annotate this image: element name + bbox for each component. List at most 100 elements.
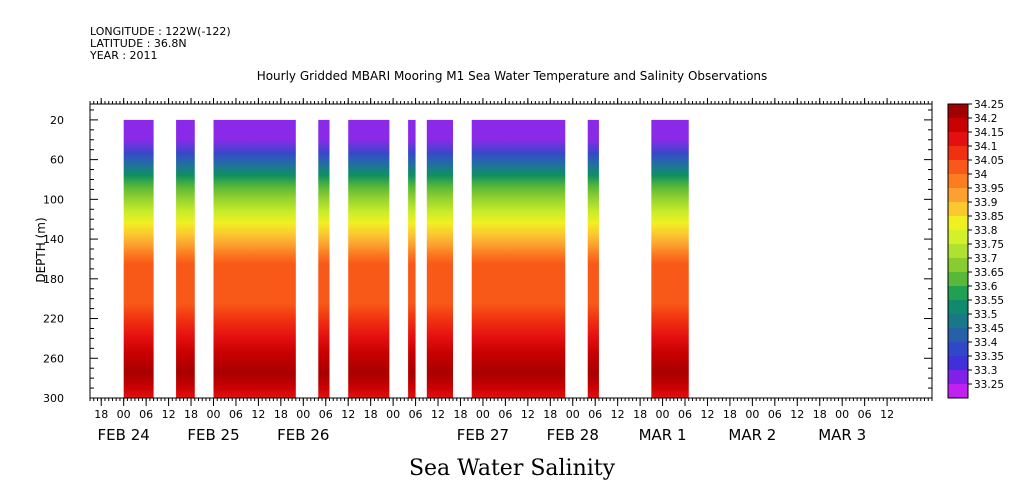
colorbar-swatch [948, 286, 968, 300]
axes: 20 60 100 140 180 220 260 300 18 00 06 12 18 00 06 12 18… [43, 98, 933, 444]
x-tick-label: 18 [184, 408, 198, 421]
colorbar-swatch [948, 202, 968, 216]
colorbar-swatch [948, 160, 968, 174]
colorbar-swatch [948, 146, 968, 160]
y-axis-label: DEPTH (m) [34, 217, 48, 282]
colorbar-label: 33.25 [974, 379, 1004, 391]
x-day-label: FEB 25 [187, 426, 239, 444]
x-tick-label: 18 [94, 408, 108, 421]
data-segment-3 [318, 119, 330, 398]
x-tick-label: 06 [409, 408, 423, 421]
data-segment-6 [426, 119, 453, 398]
colorbar-swatch [948, 188, 968, 202]
colorbar-swatch [948, 314, 968, 328]
x-tick-label: 00 [566, 408, 580, 421]
colorbar-swatch [948, 328, 968, 342]
colorbar-label: 33.85 [974, 211, 1004, 223]
colorbar-label: 33.65 [974, 267, 1004, 279]
longitude-label: LONGITUDE : 122W(-122) [90, 25, 231, 38]
x-tick-label: 18 [453, 408, 467, 421]
data-segment-9 [651, 119, 689, 398]
x-day-label: FEB 24 [98, 426, 150, 444]
x-tick-label: 12 [341, 408, 355, 421]
colorbar-swatch [948, 370, 968, 384]
y-tick-label: 300 [43, 392, 64, 405]
colorbar-swatch [948, 132, 968, 146]
colorbar-label: 34.1 [974, 141, 997, 153]
colorbar-label: 34.15 [974, 127, 1004, 139]
x-tick-label: 06 [858, 408, 872, 421]
y-tick-label: 220 [43, 313, 64, 326]
x-tick-label: 06 [139, 408, 153, 421]
x-tick-label: 06 [319, 408, 333, 421]
colorbar-label: 34.25 [974, 99, 1004, 111]
colorbar-label: 34.05 [974, 155, 1004, 167]
y-tick-label: 260 [43, 352, 64, 365]
colorbar-swatch [948, 356, 968, 370]
colorbar-swatch [948, 342, 968, 356]
data-segment-8 [587, 119, 599, 398]
x-tick-label: 18 [633, 408, 647, 421]
x-tick-label: 18 [543, 408, 557, 421]
data-segment-0 [123, 119, 154, 398]
x-tick-label: 06 [588, 408, 602, 421]
x-tick-label: 18 [274, 408, 288, 421]
colorbar-label: 34 [974, 169, 988, 181]
colorbar-label: 33.7 [974, 253, 997, 265]
colorbar-label: 33.9 [974, 197, 997, 209]
colorbar-swatch [948, 272, 968, 286]
x-tick-label: 00 [386, 408, 400, 421]
latitude-label: LATITUDE : 36.8N [90, 37, 187, 50]
colorbar-label: 33.55 [974, 295, 1004, 307]
data-segment-1 [176, 119, 195, 398]
y-tick-label: 180 [43, 273, 64, 286]
x-tick-label: 06 [678, 408, 692, 421]
x-tick-label: 00 [117, 408, 131, 421]
colorbar-label: 33.5 [974, 309, 997, 321]
x-tick-label: 00 [835, 408, 849, 421]
x-tick-label: 00 [296, 408, 310, 421]
colorbar-swatch [948, 244, 968, 258]
plot-frame [89, 103, 933, 399]
colorbar-swatch [948, 300, 968, 314]
x-day-label: FEB 27 [457, 426, 509, 444]
colorbar: 34.25 34.2 34.15 34.1 34.05 34 33.95 33.9 33.85 3… [947, 99, 1004, 399]
colorbar-label: 34.2 [974, 113, 997, 125]
colorbar-label: 33.8 [974, 225, 997, 237]
bottom-label: Sea Water Salinity [409, 456, 616, 481]
colorbar-swatch [948, 174, 968, 188]
colorbar-swatch [948, 104, 968, 118]
x-day-label: MAR 2 [728, 426, 776, 444]
colorbar-swatch [948, 384, 968, 398]
colorbar-label: 33.3 [974, 365, 997, 377]
data-segment-4 [348, 119, 390, 398]
x-tick-label: 00 [206, 408, 220, 421]
data-segment-7 [471, 119, 566, 398]
x-tick-label: 12 [521, 408, 535, 421]
x-day-label: FEB 26 [277, 426, 329, 444]
year-label: YEAR : 2011 [89, 49, 158, 62]
y-tick-label: 20 [50, 114, 64, 127]
x-tick-label: 12 [700, 408, 714, 421]
y-tick-label: 100 [43, 193, 64, 206]
colorbar-swatch [948, 118, 968, 132]
y-tick-label: 60 [50, 154, 64, 167]
x-tick-label: 00 [476, 408, 490, 421]
colorbar-label: 33.6 [974, 281, 998, 293]
x-tick-label: 00 [656, 408, 670, 421]
x-tick-label: 18 [723, 408, 737, 421]
x-day-label: MAR 3 [818, 426, 866, 444]
x-day-label: MAR 1 [639, 426, 687, 444]
x-tick-label: 12 [431, 408, 445, 421]
y-tick-label: 140 [43, 233, 64, 246]
x-tick-label: 06 [768, 408, 782, 421]
x-tick-label: 12 [611, 408, 625, 421]
chart-title: Hourly Gridded MBARI Mooring M1 Sea Wate… [257, 69, 768, 83]
x-tick-label: 12 [790, 408, 804, 421]
colorbar-swatch [948, 230, 968, 244]
colorbar-label: 33.95 [974, 183, 1004, 195]
data-segment-2 [213, 119, 296, 398]
plot-area [123, 119, 689, 398]
colorbar-label: 33.4 [974, 337, 998, 349]
